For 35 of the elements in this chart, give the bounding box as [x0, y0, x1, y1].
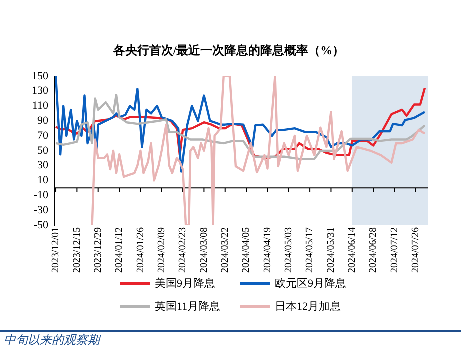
x-tick-label: 2024/04/19	[262, 227, 274, 274]
y-tick-label: 150	[32, 70, 49, 82]
y-tick-label: 10	[38, 174, 49, 187]
x-tick-label: 2024/05/31	[326, 227, 337, 274]
x-tick-label: 2023/12/01	[50, 227, 62, 274]
y-tick-label: 30	[38, 160, 49, 172]
legend-label: 欧元区9月降息	[275, 277, 346, 291]
y-tick-label: -10	[34, 190, 49, 202]
x-tick-label: 2024/05/03	[284, 227, 295, 274]
x-tick-label: 2024/06/14	[347, 227, 358, 274]
x-tick-label: 2024/06/28	[368, 227, 380, 274]
y-tick-label: 130	[32, 85, 49, 98]
x-tick-label: 2024/01/12	[114, 227, 126, 274]
y-tick-label: 50	[38, 144, 49, 157]
x-tick-label: 2024/03/22	[220, 227, 231, 274]
x-tick-label: 2024/01/26	[135, 227, 146, 274]
y-tick-label: 110	[32, 100, 49, 112]
x-tick-label: 2024/02/09	[156, 227, 168, 274]
x-tick-label: 2023/12/15	[72, 227, 83, 274]
y-tick-label: 90	[38, 115, 49, 128]
x-tick-label: 2024/02/23	[178, 227, 189, 274]
x-tick-label: 2024/05/17	[304, 227, 316, 274]
x-tick-label: 2024/07/12	[389, 227, 400, 274]
x-tick-label: 2024/07/26	[410, 227, 422, 274]
y-tick-label: 70	[38, 130, 49, 142]
y-tick-label: -30	[34, 204, 49, 216]
chart-title: 各央行首次/最近一次降息的降息概率（%）	[112, 43, 345, 58]
x-tick-label: 2023/12/29	[92, 227, 104, 274]
x-tick-label: 2024/04/05	[241, 227, 252, 274]
legend-label: 英国11月降息	[155, 300, 221, 314]
y-tick-label: -50	[34, 219, 49, 232]
text: 中旬以来的观察期	[4, 332, 100, 347]
x-tick-label: 2024/03/08	[198, 227, 210, 274]
legend-label: 美国9月降息	[155, 276, 216, 291]
legend-label: 日本12月加息	[275, 300, 341, 314]
